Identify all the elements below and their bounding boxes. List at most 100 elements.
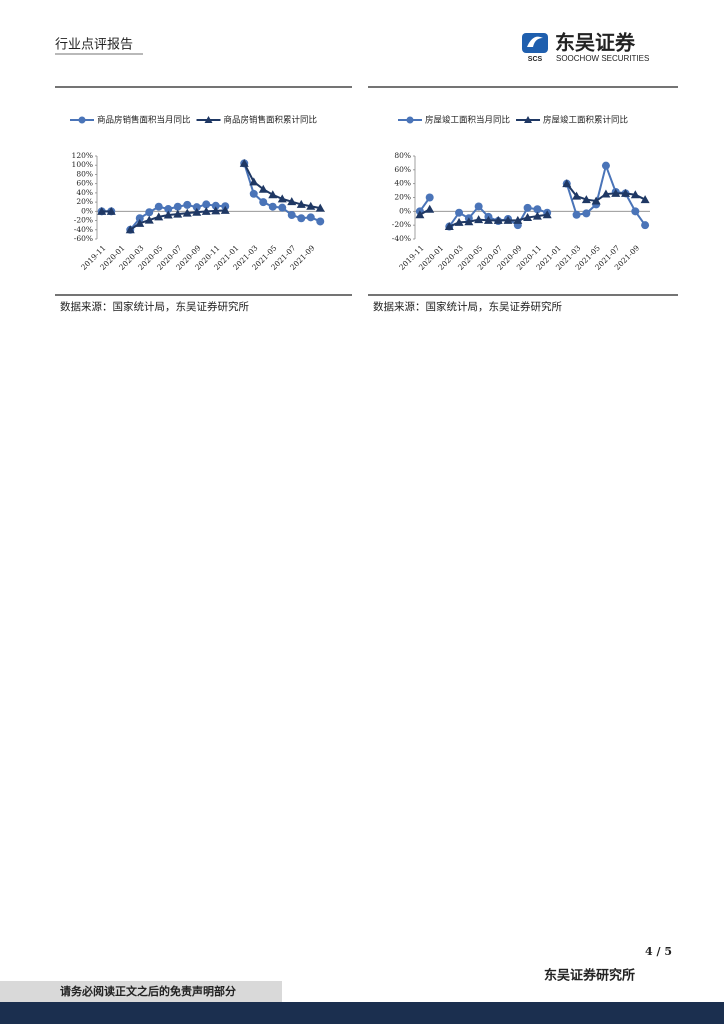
data-point: [474, 215, 484, 224]
data-point: [201, 206, 211, 215]
data-point: [454, 217, 464, 226]
data-point: [640, 195, 650, 204]
footer-org: 东吴证券研究所: [544, 968, 635, 984]
y-tick-label: 0%: [81, 206, 93, 215]
data-point: [135, 218, 145, 227]
y-tick-label: 120%: [72, 151, 93, 160]
data-point: [532, 211, 542, 220]
data-point: [611, 188, 621, 197]
report-type: 行业点评报告: [55, 38, 133, 53]
y-tick-label: -60%: [74, 234, 93, 243]
y-tick-label: 40%: [394, 179, 411, 188]
data-point: [641, 221, 650, 230]
data-point: [631, 207, 640, 216]
data-point: [523, 203, 532, 212]
data-point: [513, 215, 523, 224]
data-point: [211, 206, 221, 215]
data-point: [249, 177, 259, 186]
y-tick-label: 80%: [394, 151, 411, 160]
footer-band: [0, 1002, 724, 1024]
y-tick-label: 20%: [394, 193, 411, 202]
data-point: [287, 211, 296, 220]
y-tick-label: 40%: [76, 188, 93, 197]
data-point: [173, 209, 183, 218]
data-point: [630, 190, 640, 199]
data-point: [97, 206, 107, 215]
data-point: [154, 212, 164, 221]
data-point: [415, 210, 425, 219]
data-point: [258, 184, 268, 193]
logo-text: 东吴证券: [555, 31, 636, 55]
data-point: [259, 198, 268, 207]
data-point: [315, 203, 325, 212]
data-point: [173, 202, 182, 211]
legend-label: 房屋竣工面积当月同比: [425, 115, 510, 126]
disclaimer: 请务必阅读正文之后的免责声明部分: [60, 984, 236, 998]
logo-mark: SCS: [528, 56, 543, 63]
source-note: 数据来源：国家统计局，东吴证券研究所: [60, 300, 249, 313]
data-point: [306, 213, 315, 222]
data-point: [277, 194, 287, 203]
data-point: [455, 208, 464, 217]
data-point: [202, 200, 211, 209]
source-note: 数据来源：国家统计局，东吴证券研究所: [373, 300, 562, 313]
logo-english: SOOCHOW SECURITIES: [556, 54, 649, 63]
data-point: [483, 215, 493, 224]
data-point: [249, 189, 258, 198]
data-point: [444, 222, 454, 231]
data-point: [503, 215, 513, 224]
data-point: [106, 206, 116, 215]
data-point: [125, 225, 135, 234]
y-tick-label: -20%: [392, 220, 411, 229]
y-tick-label: -40%: [74, 225, 93, 234]
data-point: [192, 203, 201, 212]
logo: SCS 东吴证券 SOOCHOW SECURITIES: [522, 31, 649, 63]
data-point: [135, 214, 144, 223]
data-point: [523, 213, 533, 222]
data-point: [164, 205, 173, 214]
legend-marker: [524, 116, 533, 123]
y-tick-label: 60%: [76, 179, 93, 188]
y-tick-label: 60%: [394, 165, 411, 174]
data-point: [287, 197, 297, 206]
data-point: [296, 199, 306, 208]
data-point: [464, 217, 474, 226]
data-point: [306, 201, 316, 210]
data-point: [316, 217, 325, 226]
legend-label: 商品房销售面积累计同比: [224, 115, 318, 126]
data-point: [145, 208, 154, 217]
data-point: [425, 204, 435, 213]
data-point: [601, 161, 610, 170]
data-point: [220, 205, 230, 214]
series-line: [101, 163, 321, 231]
data-point: [581, 195, 591, 204]
data-point: [621, 188, 631, 197]
data-point: [572, 210, 581, 219]
legend-marker: [78, 116, 86, 124]
disclaimer-box: [0, 981, 282, 1002]
logo-icon: [522, 33, 548, 53]
data-point: [542, 210, 552, 219]
legend-label: 商品房销售面积当月同比: [97, 115, 191, 126]
legend-marker: [204, 116, 213, 123]
data-point: [183, 200, 192, 209]
data-point: [163, 210, 173, 219]
legend-marker: [406, 116, 414, 124]
data-point: [268, 190, 278, 199]
data-point: [562, 179, 572, 188]
data-point: [572, 191, 582, 200]
data-point: [297, 214, 306, 223]
logo-swoosh: [527, 36, 543, 47]
data-point: [591, 196, 601, 205]
page-number: 4 / 5: [645, 945, 672, 958]
data-point: [425, 193, 434, 202]
data-point: [182, 208, 192, 217]
data-point: [493, 215, 503, 224]
data-point: [192, 207, 202, 216]
data-point: [144, 215, 154, 224]
legend-label: 房屋竣工面积累计同比: [543, 115, 628, 126]
data-point: [239, 158, 249, 167]
data-point: [268, 202, 277, 211]
y-tick-label: -40%: [392, 234, 411, 243]
